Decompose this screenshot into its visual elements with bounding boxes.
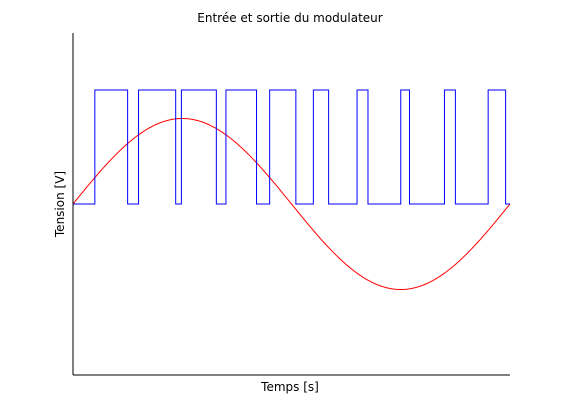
chart-title: Entrée et sortie du modulateur <box>197 11 382 25</box>
x-axis-label: Temps [s] <box>260 380 319 394</box>
y-axis-label: Tension [V] <box>53 171 67 238</box>
plot-area <box>72 89 511 291</box>
series-line-pwm <box>73 89 510 205</box>
series-line-sine <box>72 117 511 291</box>
